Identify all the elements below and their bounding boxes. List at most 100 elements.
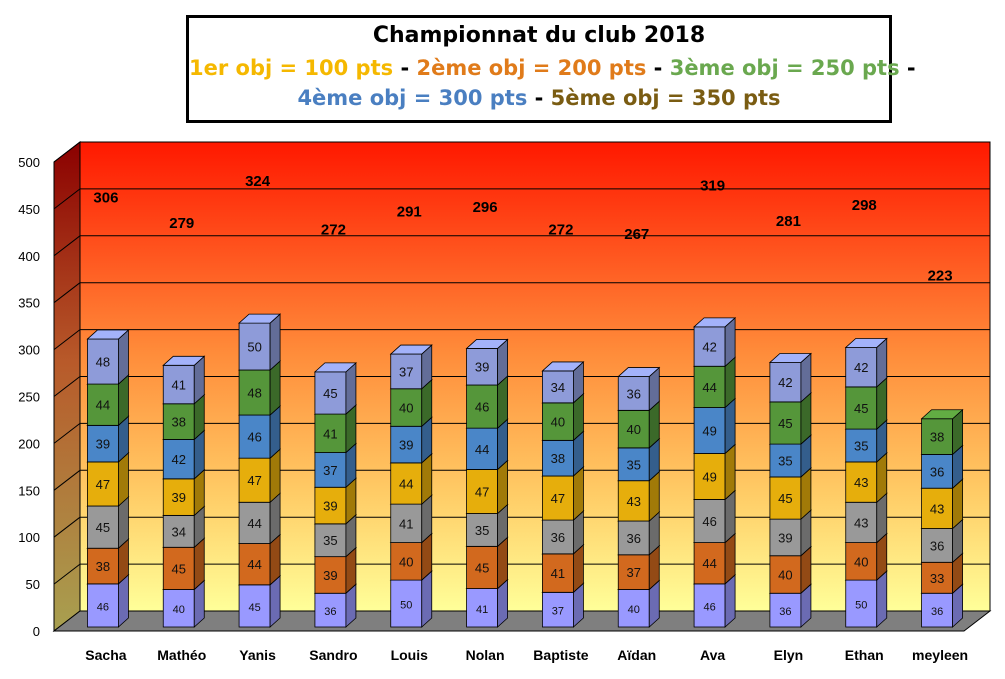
segment-value-label: 45 [778,416,792,431]
y-tick-label: 200 [18,436,40,451]
segment-value-label: 34 [551,380,565,395]
bar-segment-top [844,338,888,348]
segment-value-label: 50 [855,600,867,612]
y-tick-label: 350 [18,296,40,311]
subtitle-line-2: 4ème obj = 300 pts - 5ème obj = 350 pts [189,80,889,116]
segment-value-label: 48 [96,355,110,370]
bar-segment [87,583,119,628]
bar-segment [845,501,878,543]
segment-value-label: 41 [551,566,565,581]
bar-segment [542,591,574,628]
segment-value-label: 47 [551,491,565,506]
segment-value-label: 42 [778,375,792,390]
bar-segment [921,418,953,455]
total-label: 296 [473,199,498,216]
segment-value-label: 43 [854,515,868,530]
bar-segment-top [768,353,812,363]
bar-segment [314,371,347,415]
bar-segment [162,514,195,548]
segment-value-label: 39 [323,499,337,514]
gridline-side [53,188,81,210]
bar-segment-top [313,362,357,373]
legend-separator: - [534,86,544,110]
total-label: 298 [852,197,877,214]
bar-segment [921,592,953,628]
gridline-side [53,469,81,491]
bar-segment [542,370,574,404]
category-label: Sandro [309,647,357,663]
category-label: meyleen [912,647,968,663]
segment-value-label: 41 [172,378,186,393]
gridline-side [53,282,81,304]
segment-value-label: 38 [96,559,110,574]
segment-value-label: 50 [247,340,261,355]
gridline-side [53,329,81,350]
segment-value-label: 46 [247,430,261,445]
bar-segment [238,414,271,459]
bar-segment [87,547,119,585]
bar-segment [617,520,650,556]
total-label: 272 [321,222,346,239]
bar-segment-top [389,344,433,355]
bar-segment [466,545,498,589]
category-label: Louis [391,647,429,663]
segment-value-label: 36 [627,531,641,546]
chart-title: Championnat du club 2018 [372,23,706,48]
total-label: 324 [245,173,271,190]
segment-value-label: 36 [324,606,336,618]
bar-segment [693,326,726,367]
category-label: Aïdan [617,647,656,663]
segment-value-label: 45 [172,561,186,576]
category-label: Baptiste [533,647,588,663]
gridline-side [53,423,81,444]
legend-obj4: 4ème obj = 300 pts [297,86,528,110]
total-label: 291 [397,204,422,221]
segment-value-label: 33 [930,571,944,586]
segment-value-label: 36 [627,386,641,401]
segment-value-label: 38 [172,415,186,430]
segment-value-label: 45 [96,520,110,535]
segment-value-label: 44 [247,516,261,531]
total-label: 306 [93,190,118,207]
segment-value-label: 41 [399,516,413,531]
bar-segment [693,499,726,543]
segment-value-label: 42 [172,452,186,467]
segment-value-label: 38 [930,430,944,445]
bar-segment-side [724,443,736,501]
bar-segment [238,457,271,503]
segment-value-label: 35 [854,438,868,453]
bar-segment [693,407,726,454]
segment-value-label: 44 [702,380,716,395]
segment-value-label: 36 [551,530,565,545]
segment-value-label: 35 [778,454,792,469]
gridline-side [53,376,81,397]
segment-value-label: 43 [930,501,944,516]
bar-segment [87,461,119,507]
bar-segment [693,453,726,500]
bar-segment [162,364,195,405]
y-tick-label: 150 [18,483,40,498]
bar-segment-side [421,570,433,628]
segment-value-label: 45 [323,386,337,401]
total-label: 279 [169,215,194,232]
bar-segment [238,501,271,544]
segment-value-label: 39 [96,437,110,452]
bar-segment [921,528,953,563]
bar-segment [617,480,650,522]
segment-value-label: 40 [551,415,565,430]
gridline-side [53,563,81,585]
segment-value-label: 39 [323,568,337,583]
total-label: 319 [700,177,725,194]
segment-value-label: 39 [778,530,792,545]
bar-segment [769,555,802,594]
segment-value-label: 45 [778,491,792,506]
bar-segment-top [541,361,585,372]
total-label: 223 [928,268,953,285]
bar-segment-side [269,313,281,371]
segment-value-label: 44 [399,476,413,491]
segment-value-label: 41 [476,604,488,616]
segment-value-label: 47 [247,473,261,488]
segment-value-label: 35 [323,533,337,548]
category-label: Ava [700,647,725,663]
bar-segment [162,546,195,590]
